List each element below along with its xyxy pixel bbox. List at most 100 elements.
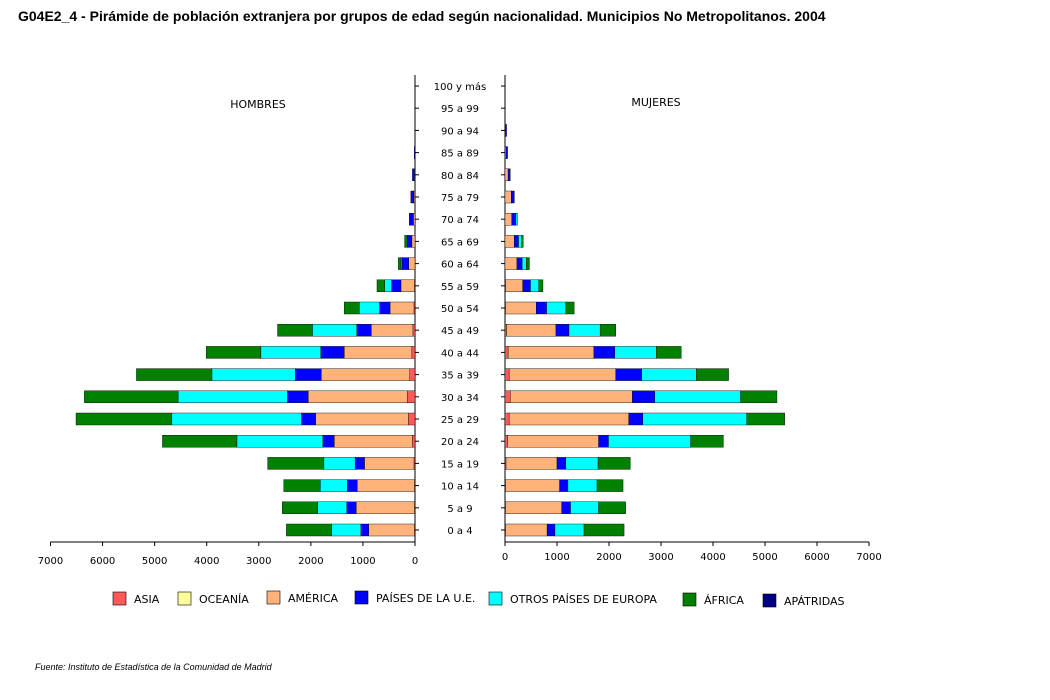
left-tick-label: 2000 <box>298 556 323 567</box>
right-tick-label: 1000 <box>544 552 569 563</box>
bar-mujeres <box>628 412 644 426</box>
bar-mujeres <box>511 212 517 226</box>
bar-hombres <box>389 301 415 315</box>
legend-label: ÁFRICA <box>704 594 744 607</box>
bar-mujeres <box>514 235 519 248</box>
bar-hombres <box>343 301 360 315</box>
right-tick-label: 4000 <box>700 552 725 563</box>
bar-mujeres <box>505 279 523 292</box>
bar-mujeres <box>506 324 557 337</box>
bar-mujeres <box>521 257 527 270</box>
bar-mujeres <box>556 457 567 470</box>
age-group-label: 80 a 84 <box>441 171 479 182</box>
right-tick-label: 3000 <box>648 552 673 563</box>
bar-hombres <box>75 412 173 426</box>
bar-hombres <box>408 257 416 270</box>
age-group-label: 25 a 29 <box>441 415 479 426</box>
legend-label: PAÍSES DE LA U.E. <box>376 592 475 605</box>
bar-mujeres <box>504 235 515 248</box>
bar-hombres <box>409 368 416 381</box>
bar-hombres <box>334 435 413 448</box>
bar-hombres <box>84 390 179 403</box>
bar-mujeres <box>740 390 778 403</box>
legend-swatch <box>354 590 369 605</box>
bar-mujeres <box>597 457 631 470</box>
bar-mujeres <box>505 146 508 159</box>
legend-label: AMÉRICA <box>288 592 339 605</box>
bar-mujeres <box>656 346 682 359</box>
bar-mujeres <box>641 368 697 381</box>
bar-mujeres <box>504 390 511 403</box>
bar-mujeres <box>505 301 537 315</box>
bar-hombres <box>136 368 213 381</box>
bar-hombres <box>267 457 325 470</box>
bar-hombres <box>359 301 380 315</box>
bar-mujeres <box>599 324 616 337</box>
source-note: Fuente: Instituto de Estadística de la C… <box>35 662 272 672</box>
left-tick-label: 5000 <box>142 556 167 567</box>
bar-hombres <box>312 324 357 337</box>
bar-hombres <box>211 368 296 381</box>
bar-mujeres <box>508 368 616 381</box>
bar-mujeres <box>508 412 629 426</box>
bar-hombres <box>317 501 347 514</box>
bar-hombres <box>414 146 416 159</box>
bar-mujeres <box>696 368 729 381</box>
bar-mujeres <box>505 457 558 470</box>
age-group-label: 100 y más <box>434 81 486 93</box>
age-group-label: 75 a 79 <box>441 193 479 204</box>
bar-hombres <box>205 346 262 359</box>
bar-mujeres <box>642 412 747 426</box>
bar-hombres <box>346 501 357 514</box>
left-tick-label: 6000 <box>90 556 115 567</box>
bar-hombres <box>360 523 369 537</box>
bar-mujeres <box>614 346 657 359</box>
bar-mujeres <box>615 368 642 381</box>
legend-swatch <box>682 592 697 607</box>
bar-mujeres <box>632 390 655 403</box>
age-group-label: 30 a 34 <box>441 393 479 404</box>
bar-hombres <box>287 390 309 403</box>
bar-hombres <box>347 479 358 492</box>
legend-label: OCEANÍA <box>199 593 249 606</box>
left-tick-label: 0 <box>412 556 418 567</box>
age-group-label: 20 a 24 <box>441 437 479 448</box>
bar-mujeres <box>505 124 507 137</box>
bar-mujeres <box>583 523 625 537</box>
bar-hombres <box>376 279 385 292</box>
bar-hombres <box>406 390 416 403</box>
bar-mujeres <box>554 523 585 537</box>
bar-mujeres <box>507 346 595 359</box>
bar-hombres <box>260 346 321 359</box>
bar-hombres <box>357 479 415 492</box>
bar-hombres <box>411 235 416 248</box>
bar-hombres <box>364 457 415 470</box>
legend-label: OTROS PAÍSES DE EUROPA <box>510 593 657 606</box>
left-tick-label: 4000 <box>194 556 219 567</box>
bar-hombres <box>400 279 415 292</box>
bar-mujeres <box>546 301 567 315</box>
bar-hombres <box>343 346 413 359</box>
legend-swatch <box>177 591 192 606</box>
bar-hombres <box>322 435 335 448</box>
bar-mujeres <box>593 346 615 359</box>
bar-hombres <box>283 479 321 492</box>
bar-mujeres <box>598 435 609 448</box>
bar-mujeres <box>568 324 601 337</box>
bar-hombres <box>412 324 416 337</box>
right-tick-label: 7000 <box>856 552 881 563</box>
bar-mujeres <box>536 301 547 315</box>
bar-hombres <box>323 457 356 470</box>
bar-hombres <box>412 435 416 448</box>
bar-mujeres <box>746 412 785 426</box>
bar-hombres <box>406 235 413 248</box>
mujeres-label: MUJERES <box>631 96 680 109</box>
bar-hombres <box>401 257 409 270</box>
bar-mujeres <box>559 479 569 492</box>
age-group-label: 10 a 14 <box>441 482 479 493</box>
bar-mujeres <box>504 190 512 204</box>
legend-label: APÁTRIDAS <box>784 595 845 608</box>
bar-hombres <box>384 279 392 292</box>
age-group-label: 50 a 54 <box>441 304 479 315</box>
